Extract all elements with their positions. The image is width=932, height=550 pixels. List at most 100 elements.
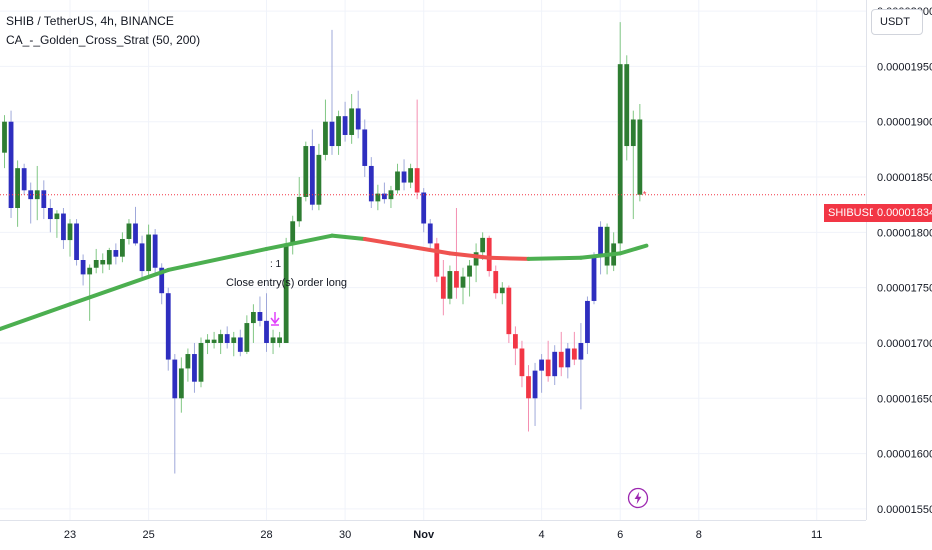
candle-body — [427, 223, 433, 244]
candle-body — [460, 276, 466, 288]
candle — [388, 185, 394, 208]
candle-body — [309, 146, 315, 205]
candle-body — [368, 165, 374, 202]
candle-body — [591, 256, 597, 301]
candle — [231, 331, 237, 357]
price-axis[interactable]: 0.000020000.000019500.000019000.00001850… — [877, 6, 932, 516]
x-tick-label: 23 — [64, 529, 76, 541]
candle — [120, 232, 125, 263]
x-tick-label: 6 — [617, 529, 623, 541]
candle — [565, 342, 571, 379]
candle-body — [283, 243, 289, 343]
x-tick-label: 25 — [142, 529, 154, 541]
order-annotation: Close entry(s) order long — [226, 277, 348, 289]
candle — [159, 263, 165, 305]
candle-body — [21, 168, 27, 191]
candle — [47, 199, 53, 233]
candle-body — [598, 226, 603, 257]
candle — [277, 331, 282, 348]
candle-body — [192, 354, 197, 382]
candle — [493, 265, 499, 299]
candle-body — [454, 271, 459, 288]
candle — [604, 223, 610, 275]
ma-segment — [166, 246, 269, 272]
candle — [296, 177, 302, 227]
order-tick-label: : 1 — [270, 259, 282, 270]
candle-body — [578, 342, 584, 360]
x-tick-label: 4 — [539, 529, 545, 541]
candle-body — [87, 267, 93, 275]
candle — [133, 206, 138, 246]
candle-body — [499, 287, 505, 294]
candle — [513, 326, 518, 366]
candle-body — [434, 243, 440, 277]
candle-body — [519, 348, 525, 377]
candle-body — [545, 359, 551, 377]
candle — [224, 326, 230, 349]
candle — [630, 110, 636, 220]
candle-body — [558, 351, 564, 368]
y-tick-label: 0.00001850 — [877, 172, 932, 184]
candle-body — [323, 121, 328, 155]
candle-body — [185, 354, 191, 369]
candle-body — [54, 213, 60, 220]
x-tick-label: 11 — [811, 529, 822, 541]
candle-body — [552, 351, 558, 377]
candle-body — [277, 337, 282, 343]
candle — [251, 304, 256, 343]
ma-segment — [0, 302, 72, 332]
candle — [106, 247, 112, 270]
candle — [382, 182, 387, 204]
candle-body — [231, 337, 237, 343]
x-tick-label: Nov — [413, 529, 435, 541]
lightning-bolt-icon[interactable] — [627, 487, 649, 509]
candle — [2, 115, 7, 169]
candle — [192, 342, 197, 393]
candle — [375, 184, 381, 211]
indicator-title[interactable]: CA_-_Golden_Cross_Strat (50, 200) — [6, 33, 201, 47]
candle-body — [296, 196, 302, 222]
candle — [506, 285, 512, 343]
candle — [467, 260, 472, 297]
candle — [368, 157, 374, 208]
candle — [539, 354, 544, 393]
candle-body — [139, 243, 145, 272]
candle — [349, 94, 355, 144]
candle-body — [251, 312, 256, 324]
candle-body — [526, 376, 531, 399]
candle-body — [146, 234, 151, 272]
candle — [617, 22, 623, 255]
candle-body — [630, 119, 636, 147]
candle — [362, 119, 368, 178]
time-axis[interactable]: 23 25 28 30 Nov 4 6 8 11 — [64, 529, 823, 541]
y-tick-label: 0.00001650 — [877, 393, 932, 405]
candle — [519, 340, 525, 388]
y-tick-label: 0.00001550 — [877, 504, 932, 516]
candle-body — [165, 293, 171, 360]
candle — [473, 243, 479, 283]
symbol-title[interactable]: SHIB / TetherUS, 4h, BINANCE — [6, 14, 174, 28]
candle-body — [513, 334, 518, 349]
candle — [67, 219, 73, 257]
candle — [237, 329, 243, 357]
last-price-marker: * — [643, 190, 647, 200]
candle — [244, 315, 250, 355]
candle-body — [152, 234, 158, 268]
currency-button[interactable]: USDT — [871, 9, 923, 35]
candle-body — [375, 193, 381, 202]
candle-body — [336, 116, 341, 147]
candle-body — [342, 116, 348, 135]
candle — [329, 29, 335, 155]
candle — [499, 282, 505, 305]
candle — [414, 99, 420, 200]
candle-body — [264, 320, 269, 343]
moving-average-series — [0, 233, 649, 332]
candle — [218, 329, 224, 355]
candle-body — [473, 252, 479, 266]
grid-lines — [0, 0, 867, 521]
candle-body — [34, 190, 40, 200]
ma-segment — [578, 251, 623, 260]
candle — [303, 141, 309, 202]
candle — [198, 337, 204, 388]
